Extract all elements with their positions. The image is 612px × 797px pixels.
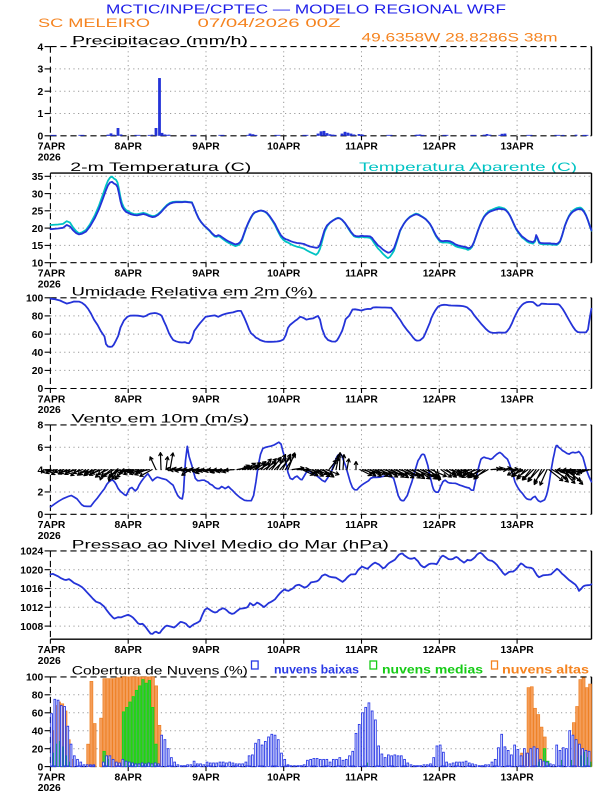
svg-text:13APR: 13APR (500, 269, 534, 280)
svg-text:12APR: 12APR (423, 142, 457, 153)
svg-text:9APR: 9APR (192, 772, 220, 783)
svg-text:9APR: 9APR (192, 269, 220, 280)
svg-text:3: 3 (37, 65, 43, 76)
svg-text:40: 40 (32, 726, 44, 737)
svg-text:100: 100 (26, 673, 43, 684)
svg-text:2-m Temperatura (C): 2-m Temperatura (C) (70, 160, 251, 174)
svg-text:Temperatura Aparente (C): Temperatura Aparente (C) (359, 160, 577, 174)
svg-text:1020: 1020 (20, 565, 43, 576)
svg-text:SC MELEIRO: SC MELEIRO (38, 16, 151, 30)
svg-text:1016: 1016 (20, 584, 43, 595)
svg-text:13APR: 13APR (500, 394, 534, 405)
svg-text:10APR: 10APR (267, 269, 301, 280)
svg-text:7APR: 7APR (38, 269, 66, 280)
svg-text:100: 100 (26, 294, 43, 305)
svg-text:9APR: 9APR (192, 142, 220, 153)
svg-text:12APR: 12APR (423, 394, 457, 405)
svg-text:6: 6 (37, 443, 43, 454)
svg-text:11APR: 11APR (345, 772, 378, 783)
svg-text:Pressao ao Nivel Medio do Mar: Pressao ao Nivel Medio do Mar (hPa) (72, 538, 389, 552)
svg-text:11APR: 11APR (345, 645, 378, 656)
svg-text:20: 20 (32, 366, 44, 377)
svg-text:9APR: 9APR (192, 520, 220, 531)
svg-text:2026: 2026 (38, 783, 61, 792)
svg-text:8APR: 8APR (114, 645, 142, 656)
svg-text:1012: 1012 (20, 603, 43, 614)
svg-text:10APR: 10APR (267, 142, 301, 153)
svg-text:13APR: 13APR (500, 520, 534, 531)
svg-text:2026: 2026 (38, 405, 61, 416)
svg-text:10APR: 10APR (267, 645, 301, 656)
svg-text:12APR: 12APR (423, 269, 457, 280)
svg-text:10APR: 10APR (267, 772, 301, 783)
svg-text:2026: 2026 (38, 279, 61, 290)
svg-text:nuvens altas: nuvens altas (502, 664, 589, 676)
svg-text:7APR: 7APR (38, 645, 66, 656)
svg-text:Vento em 10m (m/s): Vento em 10m (m/s) (71, 412, 249, 426)
svg-text:8APR: 8APR (114, 269, 142, 280)
svg-text:25: 25 (32, 207, 44, 218)
svg-text:8APR: 8APR (114, 772, 142, 783)
svg-text:12APR: 12APR (423, 520, 457, 531)
svg-text:11APR: 11APR (345, 520, 378, 531)
svg-text:11APR: 11APR (345, 142, 378, 153)
svg-text:4: 4 (37, 42, 43, 53)
svg-text:11APR: 11APR (345, 269, 378, 280)
svg-text:7APR: 7APR (38, 394, 66, 405)
svg-text:60: 60 (32, 709, 44, 720)
svg-text:13APR: 13APR (500, 772, 534, 783)
svg-text:0: 0 (37, 762, 43, 773)
svg-text:11APR: 11APR (345, 394, 378, 405)
svg-text:60: 60 (32, 330, 44, 341)
svg-text:Umidade Relativa em 2m (%): Umidade Relativa em 2m (%) (72, 285, 314, 299)
svg-text:35: 35 (32, 172, 44, 183)
svg-text:10APR: 10APR (267, 394, 301, 405)
svg-text:4: 4 (37, 465, 43, 476)
svg-text:7APR: 7APR (38, 142, 66, 153)
svg-text:9APR: 9APR (192, 394, 220, 405)
svg-text:0: 0 (37, 510, 43, 521)
svg-text:30: 30 (32, 189, 44, 200)
svg-text:MCTIC/INPE/CPTEC — MODELO REGI: MCTIC/INPE/CPTEC — MODELO REGIONAL WRF (106, 2, 506, 17)
svg-text:7APR: 7APR (38, 520, 66, 531)
svg-text:07/04/2026 00Z: 07/04/2026 00Z (198, 16, 342, 30)
svg-text:2026: 2026 (38, 152, 61, 163)
svg-text:13APR: 13APR (500, 645, 534, 656)
svg-text:1: 1 (37, 109, 43, 120)
svg-text:7APR: 7APR (38, 772, 66, 783)
svg-text:12APR: 12APR (423, 772, 457, 783)
svg-text:12APR: 12APR (423, 645, 457, 656)
svg-text:1008: 1008 (20, 622, 43, 633)
svg-text:0: 0 (37, 132, 43, 143)
svg-text:20: 20 (32, 744, 44, 755)
svg-text:8APR: 8APR (114, 520, 142, 531)
svg-text:nuvens baixas: nuvens baixas (274, 664, 359, 676)
svg-text:49.6358W 28.8286S 38m: 49.6358W 28.8286S 38m (362, 31, 558, 45)
svg-text:Precipitacao (mm/h): Precipitacao (mm/h) (72, 33, 248, 47)
svg-text:40: 40 (32, 348, 44, 359)
svg-text:80: 80 (32, 312, 44, 323)
svg-text:Cobertura de Nuvens (%): Cobertura de Nuvens (%) (72, 663, 248, 677)
svg-text:8APR: 8APR (114, 394, 142, 405)
svg-text:nuvens medias: nuvens medias (382, 664, 483, 676)
svg-text:9APR: 9APR (192, 645, 220, 656)
svg-text:0: 0 (37, 384, 43, 395)
svg-text:8: 8 (37, 421, 43, 432)
svg-text:10: 10 (32, 258, 44, 269)
svg-text:1024: 1024 (20, 547, 43, 558)
svg-text:80: 80 (32, 691, 44, 702)
svg-text:2026: 2026 (38, 656, 61, 667)
svg-text:8APR: 8APR (114, 142, 142, 153)
svg-text:15: 15 (32, 241, 44, 252)
svg-text:2: 2 (37, 488, 43, 499)
svg-text:10APR: 10APR (267, 520, 301, 531)
svg-text:2026: 2026 (38, 531, 61, 542)
svg-text:2: 2 (37, 87, 43, 98)
svg-text:13APR: 13APR (500, 142, 534, 153)
svg-text:20: 20 (32, 224, 44, 235)
